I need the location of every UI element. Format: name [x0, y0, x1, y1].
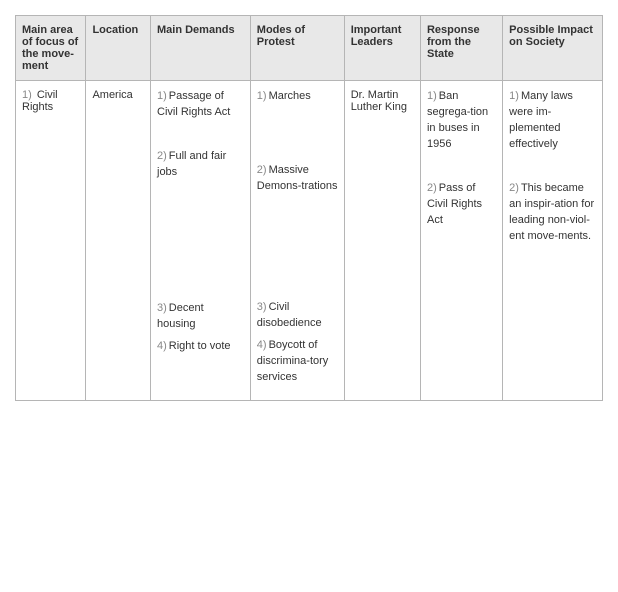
col-leaders: Important Leaders	[344, 16, 420, 81]
item-num: 3)	[157, 302, 167, 314]
item-num: 2)	[509, 182, 519, 194]
item-text: This became an inspir-ation for leading …	[509, 182, 594, 242]
demand-item: 1)Passage of Civil Rights Act	[157, 89, 244, 121]
mode-item: 3)Civil disobedience	[257, 300, 338, 332]
demand-item: 2)Full and fair jobs	[157, 149, 244, 181]
response-item: 2)Pass of Civil Rights Act	[427, 181, 496, 229]
impact-item: 1)Many laws were im-plemented effectivel…	[509, 89, 596, 153]
table-header-row: Main area of focus of the move-ment Loca…	[16, 16, 603, 81]
col-location: Location	[86, 16, 151, 81]
item-num: 2)	[157, 150, 167, 162]
cell-focus: 1) Civil Rights	[16, 81, 86, 401]
cell-impact: 1)Many laws were im-plemented effectivel…	[503, 81, 603, 401]
impact-item: 2)This became an inspir-ation for leadin…	[509, 181, 596, 245]
mode-item: 1)Marches	[257, 89, 338, 105]
item-text: Massive Demons-trations	[257, 164, 338, 192]
item-text: Right to vote	[169, 340, 231, 352]
item-text: Passage of Civil Rights Act	[157, 90, 230, 118]
cell-modes: 1)Marches 2)Massive Demons-trations 3)Ci…	[250, 81, 344, 401]
response-item: 1)Ban segrega-tion in buses in 1956	[427, 89, 496, 153]
col-modes: Modes of Protest	[250, 16, 344, 81]
table-row: 1) Civil Rights America 1)Passage of Civ…	[16, 81, 603, 401]
demand-item: 3)Decent housing	[157, 301, 244, 333]
item-num: 4)	[257, 339, 267, 351]
mode-item: 4)Boycott of discrimina-tory services	[257, 338, 338, 386]
movements-table: Main area of focus of the move-ment Loca…	[15, 15, 603, 401]
row-number: 1)	[22, 89, 32, 101]
cell-response: 1)Ban segrega-tion in buses in 1956 2)Pa…	[420, 81, 502, 401]
item-num: 3)	[257, 301, 267, 313]
demand-item: 4)Right to vote	[157, 339, 244, 355]
col-focus: Main area of focus of the move-ment	[16, 16, 86, 81]
col-response: Response from the State	[420, 16, 502, 81]
col-demands: Main Demands	[151, 16, 251, 81]
item-text: Boycott of discrimina-tory services	[257, 339, 329, 383]
item-text: Marches	[269, 90, 311, 102]
item-num: 1)	[427, 90, 437, 102]
item-num: 1)	[157, 90, 167, 102]
mode-item: 2)Massive Demons-trations	[257, 163, 338, 195]
col-impact: Possible Impact on Society	[503, 16, 603, 81]
item-num: 4)	[157, 340, 167, 352]
cell-location: America	[86, 81, 151, 401]
item-num: 1)	[257, 90, 267, 102]
item-num: 2)	[257, 164, 267, 176]
cell-demands: 1)Passage of Civil Rights Act 2)Full and…	[151, 81, 251, 401]
cell-leaders: Dr. Martin Luther King	[344, 81, 420, 401]
item-num: 1)	[509, 90, 519, 102]
item-num: 2)	[427, 182, 437, 194]
item-text: Full and fair jobs	[157, 150, 226, 178]
